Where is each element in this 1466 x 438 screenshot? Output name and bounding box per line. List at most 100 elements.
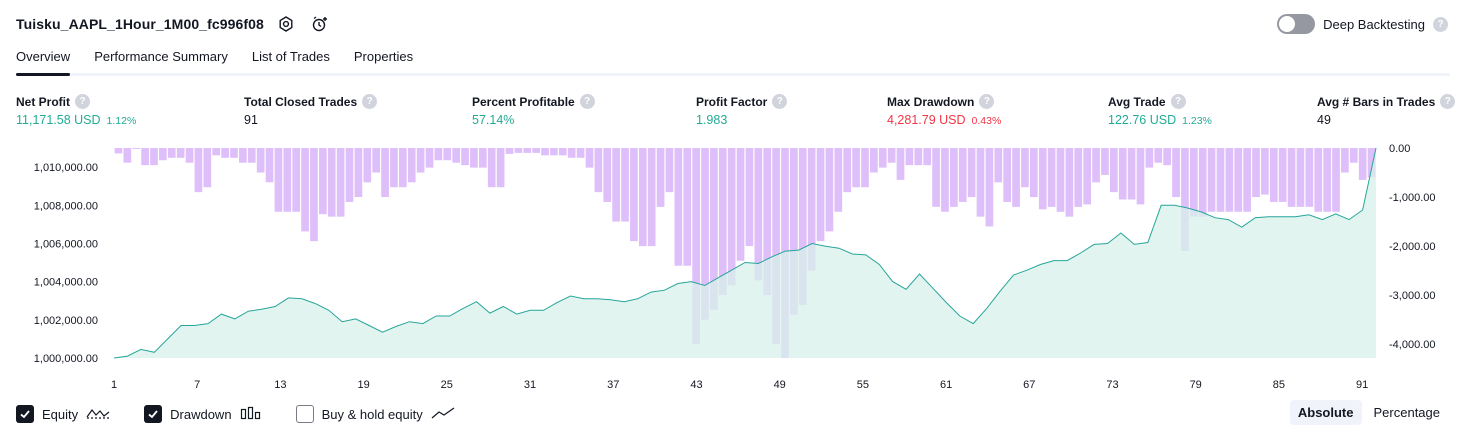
stat-percent: 1.23% xyxy=(1182,115,1212,127)
drawdown-bar xyxy=(932,148,940,207)
drawdown-bar xyxy=(603,148,612,202)
info-icon[interactable]: ? xyxy=(1440,94,1456,109)
drawdown-bar xyxy=(505,148,514,154)
drawdown-bar xyxy=(870,148,878,173)
info-icon[interactable]: ? xyxy=(579,94,595,109)
drawdown-bar xyxy=(1332,148,1340,212)
drawdown-bar xyxy=(905,148,914,166)
drawdown-bar xyxy=(239,148,247,163)
tab-overview[interactable]: Overview xyxy=(16,44,71,76)
drawdown-bar xyxy=(221,148,229,158)
drawdown-bar xyxy=(878,148,887,168)
drawdown-bar xyxy=(950,148,958,207)
x-tick-label: 31 xyxy=(524,379,536,391)
drawdown-bar xyxy=(1216,148,1225,212)
info-icon[interactable]: ? xyxy=(362,94,378,109)
drawdown-bar xyxy=(727,148,736,286)
drawdown-toggle[interactable]: Drawdown xyxy=(144,405,261,423)
drawdown-bar xyxy=(256,148,265,173)
drawdown-bar xyxy=(1003,148,1012,202)
drawdown-bar xyxy=(798,148,807,305)
y-right-tick-label: -3,000.00 xyxy=(1389,290,1435,302)
drawdown-bar xyxy=(1163,148,1171,166)
info-icon[interactable]: ? xyxy=(1170,94,1186,109)
drawdown-bar xyxy=(1349,148,1358,163)
drawdown-bar xyxy=(923,148,932,166)
drawdown-bar xyxy=(843,148,852,193)
stat-label: Percent Profitable xyxy=(472,94,575,109)
settings-icon[interactable] xyxy=(274,12,298,36)
drawdown-bar xyxy=(1287,148,1296,207)
deep-backtesting-label: Deep Backtesting xyxy=(1323,16,1425,32)
x-tick-label: 7 xyxy=(194,379,200,391)
drawdown-bar xyxy=(994,148,1003,183)
drawdown-bar xyxy=(1181,148,1189,251)
info-icon[interactable]: ? xyxy=(75,94,90,109)
drawdown-bar xyxy=(1154,148,1163,163)
info-icon[interactable]: ? xyxy=(772,94,788,109)
percentage-button[interactable]: Percentage xyxy=(1373,405,1441,420)
tab-performance-summary[interactable]: Performance Summary xyxy=(94,49,228,64)
drawdown-bar xyxy=(1074,148,1083,207)
drawdown-bar xyxy=(825,148,834,232)
stat-percent-profitable: Percent Profitable? 57.14% xyxy=(472,94,595,127)
drawdown-bar xyxy=(683,148,692,266)
drawdown-bar xyxy=(1225,148,1234,212)
drawdown-bar xyxy=(976,148,985,217)
drawdown-bar xyxy=(230,148,238,158)
drawdown-bar xyxy=(1109,148,1118,193)
x-tick-label: 37 xyxy=(607,379,619,391)
info-icon[interactable]: ? xyxy=(979,94,995,109)
drawdown-bar xyxy=(141,148,149,166)
x-tick-label: 79 xyxy=(1190,379,1202,391)
drawdown-bar xyxy=(478,148,487,168)
deep-backtesting-toggle[interactable] xyxy=(1277,14,1316,34)
drawdown-bar xyxy=(443,148,452,161)
drawdown-bar xyxy=(1136,148,1145,205)
drawdown-bar xyxy=(1047,148,1056,207)
stat-value: 4,281.79 USD xyxy=(887,113,966,127)
absolute-button[interactable]: Absolute xyxy=(1289,400,1362,425)
drawdown-bar xyxy=(790,148,798,315)
drawdown-bar xyxy=(638,148,647,247)
drawdown-bar xyxy=(176,148,185,158)
drawdown-bar xyxy=(345,148,354,202)
x-tick-label: 43 xyxy=(690,379,702,391)
drawdown-bar xyxy=(772,148,780,345)
drawdown-bar xyxy=(363,148,372,183)
stat-label: Avg Trade xyxy=(1108,94,1166,109)
buyhold-checkbox[interactable] xyxy=(295,405,314,423)
drawdown-bar xyxy=(621,148,629,222)
drawdown-bar xyxy=(398,148,407,188)
drawdown-bar xyxy=(550,148,558,156)
equity-toggle[interactable]: Equity xyxy=(16,405,110,423)
equity-checkbox[interactable] xyxy=(16,405,34,423)
stat-label: Total Closed Trades xyxy=(244,94,358,109)
buyhold-toggle[interactable]: Buy & hold equity xyxy=(295,405,455,423)
tab-properties[interactable]: Properties xyxy=(353,49,414,64)
equity-drawdown-chart[interactable]: 1,010,000.00 1,008,000.00 1,006,000.00 1,00… xyxy=(0,140,1466,396)
drawdown-bar xyxy=(1198,148,1207,217)
drawdown-checkbox[interactable] xyxy=(144,405,163,423)
stat-total-closed-trades: Total Closed Trades? 91 xyxy=(244,94,378,127)
drawdown-bar xyxy=(807,148,816,271)
scale-switch: Absolute Percentage xyxy=(1289,400,1448,425)
help-icon[interactable]: ? xyxy=(1433,16,1448,32)
drawdown-bar xyxy=(985,148,994,227)
drawdown-bar xyxy=(941,148,949,212)
drawdown-bar xyxy=(123,148,132,163)
drawdown-bar xyxy=(1065,148,1074,217)
drawdown-bar xyxy=(407,148,416,183)
y-left-tick-label: 1,004,000.00 xyxy=(34,277,98,289)
drawdown-bar xyxy=(212,148,221,156)
tab-list-of-trades[interactable]: List of Trades xyxy=(251,49,330,64)
drawdown-bar xyxy=(745,148,754,247)
drawdown-bar xyxy=(914,148,923,166)
y-right-tick-label: -4,000.00 xyxy=(1389,339,1435,351)
y-left-tick-label: 1,008,000.00 xyxy=(34,200,98,212)
add-alert-icon[interactable] xyxy=(308,12,332,36)
drawdown-bar xyxy=(1021,148,1029,188)
drawdown-bar xyxy=(1127,148,1136,200)
x-tick-label: 25 xyxy=(441,379,453,391)
drawdown-bar xyxy=(674,148,683,266)
